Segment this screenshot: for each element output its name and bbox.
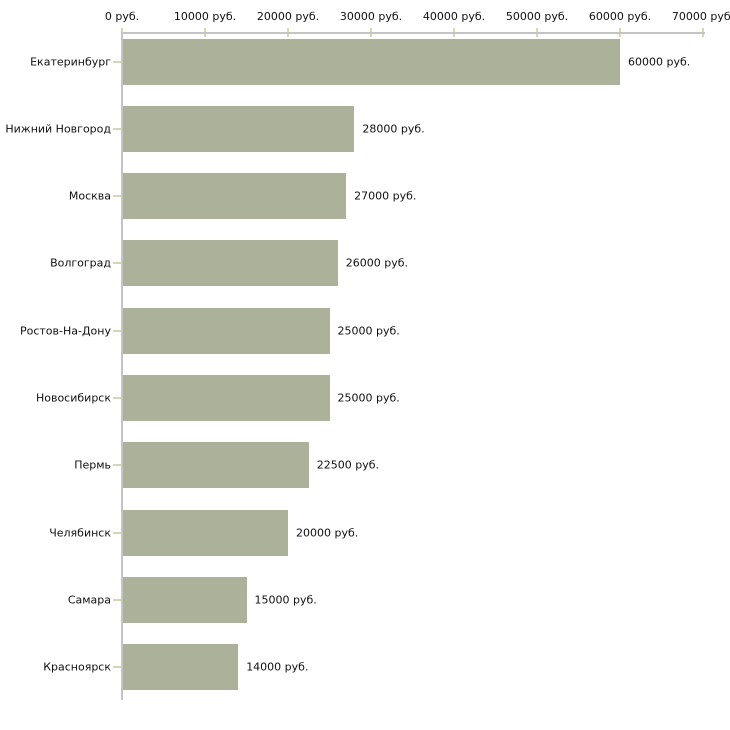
y-axis-tick — [113, 195, 121, 198]
category-label: Пермь — [74, 458, 111, 472]
category-label: Москва — [68, 189, 111, 203]
y-axis-line — [121, 32, 123, 700]
category-label: Ростов-На-Дону — [19, 324, 111, 338]
y-axis-tick — [113, 598, 121, 601]
bar — [122, 442, 309, 489]
y-axis-tick — [113, 464, 121, 467]
x-axis-tick-label: 0 руб. — [104, 10, 140, 23]
bar — [122, 173, 347, 220]
bar — [122, 644, 239, 691]
value-label: 25000 руб. — [337, 391, 400, 405]
x-axis-tick-label: 20000 руб. — [256, 10, 320, 23]
value-label: 20000 руб. — [296, 526, 359, 540]
bar — [122, 509, 288, 556]
y-axis-tick — [113, 666, 121, 669]
y-axis-tick — [113, 531, 121, 534]
bar — [122, 375, 330, 421]
value-label: 28000 руб. — [362, 122, 425, 136]
x-axis-tick-label: 30000 руб. — [339, 10, 403, 23]
x-axis-tick-label: 60000 руб. — [588, 10, 652, 23]
bar — [122, 307, 330, 354]
bar — [122, 105, 355, 152]
x-axis-tick-label: 50000 руб. — [505, 10, 569, 23]
y-axis-tick — [113, 329, 121, 332]
value-label: 25000 руб. — [337, 324, 400, 338]
category-label: Екатеринбург — [30, 55, 111, 68]
y-axis-tick — [113, 397, 121, 399]
y-axis-tick — [113, 60, 121, 63]
value-label: 60000 руб. — [628, 55, 691, 68]
category-label: Красноярск — [43, 660, 111, 674]
category-label: Новосибирск — [35, 391, 111, 405]
value-label: 27000 руб. — [354, 189, 417, 203]
bar — [122, 240, 338, 287]
bar — [122, 38, 620, 85]
value-label: 22500 руб. — [316, 458, 380, 472]
x-axis-tick-label: 40000 руб. — [422, 10, 486, 23]
bar — [122, 576, 247, 623]
x-axis-line — [122, 32, 705, 34]
y-axis-tick — [113, 262, 121, 265]
y-axis-tick — [113, 127, 121, 130]
category-label: Волгоград — [50, 256, 111, 270]
category-label: Челябинск — [49, 526, 111, 540]
x-axis-tick-label: 70000 руб. — [671, 10, 730, 23]
value-label: 15000 руб. — [254, 593, 317, 607]
value-label: 26000 руб. — [345, 256, 409, 270]
category-label: Нижний Новгород — [5, 122, 111, 136]
category-label: Самара — [67, 593, 111, 607]
value-label: 14000 руб. — [246, 660, 309, 674]
x-axis-tick-label: 10000 руб. — [173, 10, 237, 23]
